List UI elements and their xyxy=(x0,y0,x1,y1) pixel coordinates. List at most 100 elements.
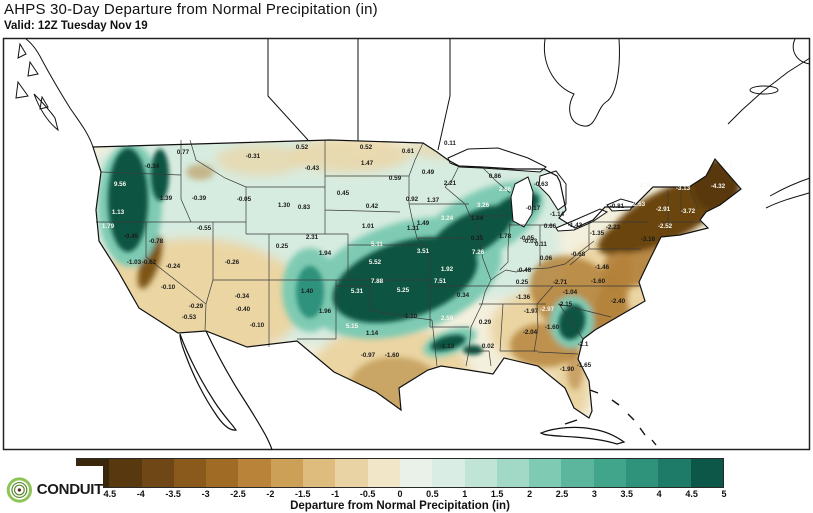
colorbar-segment-13 xyxy=(496,459,530,487)
colorbar xyxy=(76,458,724,488)
colorbar-segment-16 xyxy=(593,459,627,487)
map-value-label: 1.01 xyxy=(362,223,375,230)
colorbar-segment-1 xyxy=(109,459,142,487)
map-value-label: -0.40 xyxy=(236,306,251,313)
map-value-label: 1.14 xyxy=(366,330,379,337)
conduit-logo-icon xyxy=(6,476,33,503)
us-outline xyxy=(92,139,742,419)
map-value-label: -0.45 xyxy=(124,233,139,240)
map-value-label: -0.68 xyxy=(571,251,586,258)
canada-outlines xyxy=(15,38,811,209)
map-value-label: -3.16 xyxy=(641,236,656,243)
map-value-label: 2.21 xyxy=(444,180,457,187)
map-value-label: -1.14 xyxy=(550,211,565,218)
map-value-label: 0.25 xyxy=(516,279,529,286)
map-value-label: 1.49 xyxy=(417,220,430,227)
map-value-label: 9.56 xyxy=(114,181,127,188)
map-value-label: 7.51 xyxy=(434,278,447,285)
map-value-label: 2.86 xyxy=(499,186,512,193)
map-value-label: 0.42 xyxy=(366,203,379,210)
colorbar-axis-label: Departure from Normal Precipitation (in) xyxy=(290,500,510,512)
map-value-label: 1.94 xyxy=(319,250,332,257)
colorbar-segment-9 xyxy=(367,459,400,487)
colorbar-segment-15 xyxy=(561,459,594,487)
map-value-label: -0.43 xyxy=(305,165,320,172)
colorbar-tick-label: -0.5 xyxy=(359,489,376,499)
map-value-label: 1.39 xyxy=(160,195,173,202)
map-value-label: -2.04 xyxy=(523,329,538,336)
map-value-label: 0.34 xyxy=(457,292,470,299)
lake-erie xyxy=(555,208,609,232)
map-value-label: -1.65 xyxy=(577,362,592,369)
map-value-label: 0.11 xyxy=(535,241,547,248)
map-value-label: 0.25 xyxy=(276,243,289,250)
map-value-label: 0.45 xyxy=(337,190,350,197)
colorbar-tick-label: -4.5 xyxy=(100,489,117,499)
map-value-label: 0.52 xyxy=(296,144,309,151)
colorbar-tick-label: 2 xyxy=(527,489,533,499)
colorbar-tick-label: 1 xyxy=(462,489,468,499)
colorbar-tick-label: -2.5 xyxy=(230,489,246,499)
map-value-label: -1.35 xyxy=(590,230,605,237)
map-value-label: 5.31 xyxy=(351,288,364,295)
conduit-logo: CONDUIT xyxy=(0,466,103,513)
map-value-label: 0.92 xyxy=(406,196,419,203)
value-labels: -0.34 0.77 -0.31 0.52 0.52 -0.43 9.56 1.39 -0.39… xyxy=(102,140,733,373)
map-value-label: 1.37 xyxy=(427,197,440,204)
colorbar-tick-label: -2 xyxy=(266,489,275,499)
colorbar-tick-label: 3.5 xyxy=(620,489,634,499)
colorbar-segment-19 xyxy=(690,459,723,487)
colorbar-segment-6 xyxy=(270,459,304,487)
map-value-label: -2.40 xyxy=(611,298,626,305)
map-value-label: 1.04 xyxy=(471,215,484,222)
colorbar-tick-label: -1 xyxy=(331,489,340,499)
map-value-label: -0.63 xyxy=(534,181,549,188)
map-value-label: -4.32 xyxy=(711,183,726,190)
map-value-label: -0.81 xyxy=(610,203,625,210)
map-value-label: 1.79 xyxy=(102,223,115,230)
map-value-label: 1.31 xyxy=(407,225,420,232)
map-value-label: -2.10 xyxy=(638,182,653,189)
colorbar-segment-12 xyxy=(464,459,497,487)
page-title: AHPS 30-Day Departure from Normal Precip… xyxy=(4,1,378,18)
colorbar-segment-14 xyxy=(529,459,562,487)
map-value-label: -0.39 xyxy=(192,195,207,202)
mexico-caribbean-outlines xyxy=(179,330,657,451)
map-value-label: 0.86 xyxy=(489,173,502,180)
colorbar-segment-8 xyxy=(335,459,368,487)
map-value-label: 2.31 xyxy=(306,234,319,241)
map-value-label: 0.02 xyxy=(482,343,495,350)
map-value-label: -2.15 xyxy=(558,301,573,308)
map-value-label: 0.61 xyxy=(402,148,415,155)
map-value-label: 7.88 xyxy=(371,278,384,285)
colorbar-tick-label: 0 xyxy=(397,489,403,499)
map-value-label: -1.13 xyxy=(440,343,455,350)
colorbar-tick-label: -3.5 xyxy=(165,489,181,499)
colorbar-tick-label: 1.5 xyxy=(490,489,504,499)
colorbar-tick-label: 3 xyxy=(591,489,597,499)
map-value-label: 0.49 xyxy=(422,169,435,176)
map-value-label: -2.52 xyxy=(658,223,673,230)
colorbar-segment-3 xyxy=(173,459,207,487)
colorbar-tick-label: 2.5 xyxy=(555,489,569,499)
colorbar-tick-label: -1.5 xyxy=(295,489,311,499)
map-value-label: 5.11 xyxy=(371,241,383,248)
map-value-label: 5.25 xyxy=(397,287,410,294)
map-value-label: 0.06 xyxy=(540,255,553,262)
map-value-label: 3.26 xyxy=(477,202,490,209)
map-value-label: -3.72 xyxy=(681,208,696,215)
colorbar-tick-label: -4 xyxy=(136,489,145,499)
map-value-label: 3.51 xyxy=(417,248,430,255)
colorbar-segment-17 xyxy=(626,459,659,487)
colorbar-segment-7 xyxy=(303,459,336,487)
colorbar-tick-labels: -4.5 -4 -3.5 -3 -2.5 -2 -1.5 -1 -0.5 0 0.5 1 1.5 2 2.5… xyxy=(76,489,736,501)
map-value-label: -0.05 xyxy=(520,235,535,242)
map-value-label: -0.34 xyxy=(235,293,250,300)
map-value-label: -0.10 xyxy=(161,284,176,291)
colorbar-segment-2 xyxy=(141,459,174,487)
map-value-label: 0.35 xyxy=(471,235,484,242)
colorbar-tick-label: -3 xyxy=(201,489,210,499)
colorbar-segment-18 xyxy=(658,459,691,487)
map-value-label: -0.48 xyxy=(517,267,532,274)
